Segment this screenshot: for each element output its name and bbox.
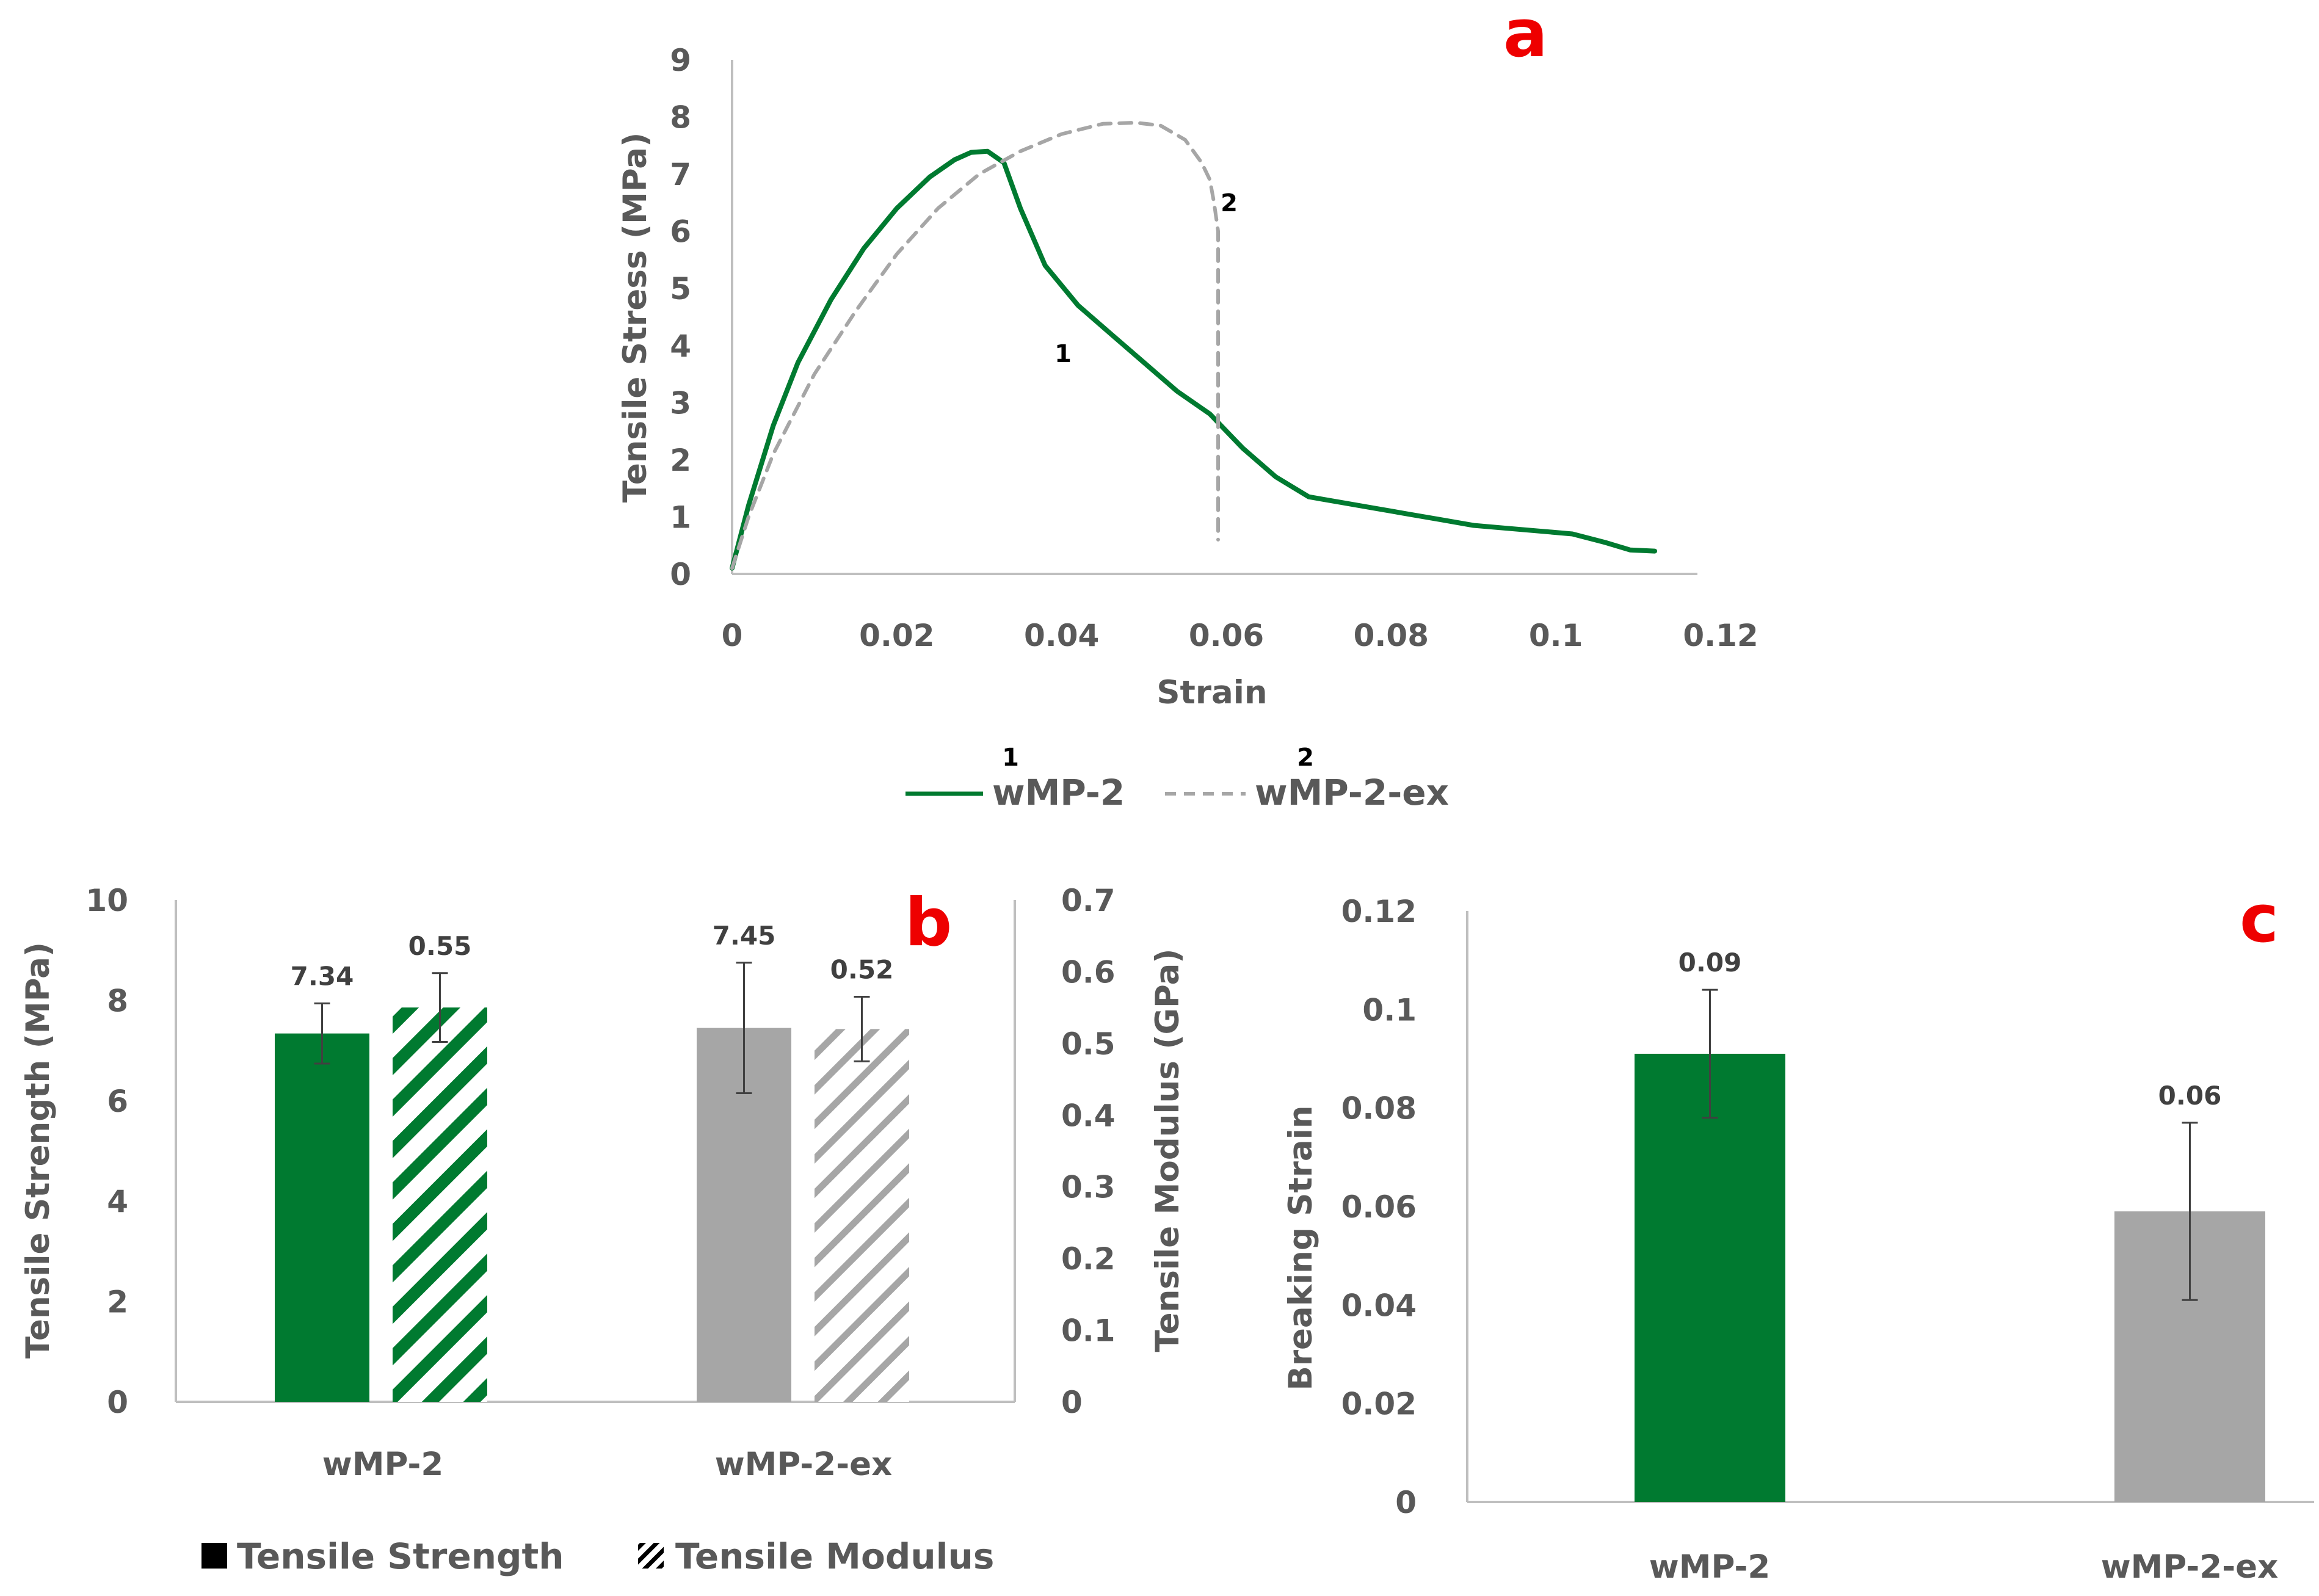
data-label: 0.06	[2158, 1081, 2222, 1111]
series-marker-2: 2	[1221, 189, 1238, 217]
x-tick-label: 0.08	[1354, 618, 1429, 653]
y-tick-label: 4	[670, 328, 691, 364]
panel-a-legend: 1 wMP-2 2 wMP-2-ex	[905, 744, 1449, 813]
y2-tick-label: 0.2	[1061, 1241, 1116, 1277]
panel-b-left-axis-title: Tensile Strength (MPa)	[20, 942, 57, 1358]
panel-c-y-tick-labels: 0 0.02 0.04 0.06 0.08 0.1 0.12	[1341, 894, 1417, 1520]
y-tick-label: 0	[1395, 1485, 1417, 1520]
panel-b-bars: 7.34 0.55 7.45 0.52	[275, 921, 909, 1402]
panel-b-right-axis-title: Tensile Modulus (GPa)	[1149, 949, 1186, 1352]
bar-tensile-strength-wmp-2	[275, 1033, 369, 1402]
panel-a: a 0 0.02 0.04 0.06 0.08 0.1 0.12 0 1 2 3 4 5 6 7 8 9 St…	[617, 0, 1758, 813]
panel-c-category-wmp2: wMP-2	[1649, 1548, 1771, 1586]
panel-a-y-tick-labels: 0 1 2 3 4 5 6 7 8 9	[670, 43, 691, 592]
y2-tick-label: 0.1	[1061, 1313, 1116, 1349]
x-tick-label: 0	[722, 618, 743, 653]
y-tick-label: 0.04	[1341, 1288, 1417, 1323]
data-label: 0.52	[830, 955, 894, 985]
y2-tick-label: 0.7	[1061, 883, 1116, 918]
legend-marker-2: 2	[1297, 744, 1314, 772]
y-tick-label: 0.1	[1362, 992, 1417, 1028]
panel-letter-b: b	[905, 885, 952, 961]
panel-b: b 0 2 4 6 8 10 0 0.1 0.2 0.3 0.4 0.5 0.6 0.7 Tensile…	[20, 883, 1186, 1577]
y2-tick-label: 0.4	[1061, 1098, 1116, 1133]
series-line-wmp2	[730, 148, 1658, 571]
panel-c: c 0 0.02 0.04 0.06 0.08 0.1 0.12 Breaking Stra…	[1282, 881, 2314, 1586]
panel-a-y-axis-title: Tensile Stress (MPa)	[617, 132, 654, 503]
panel-a-series	[730, 120, 1658, 571]
y2-tick-label: 0.6	[1061, 954, 1116, 990]
y-tick-label: 8	[107, 983, 128, 1018]
y-tick-label: 5	[670, 271, 691, 307]
y2-tick-label: 0.5	[1061, 1026, 1116, 1062]
data-label: 7.34	[291, 961, 354, 991]
y-tick-label: 2	[107, 1285, 128, 1320]
series-line-wmp2-ex	[730, 120, 1220, 570]
panel-c-y-axis-title: Breaking Strain	[1282, 1105, 1319, 1390]
panel-a-x-axis-title: Strain	[1156, 674, 1267, 711]
panel-a-x-tick-labels: 0 0.02 0.04 0.06 0.08 0.1 0.12	[722, 618, 1758, 653]
panel-b-right-tick-labels: 0 0.1 0.2 0.3 0.4 0.5 0.6 0.7	[1061, 883, 1116, 1420]
legend-label-wmp2-ex: wMP-2-ex	[1255, 772, 1449, 813]
y2-tick-label: 0	[1061, 1385, 1083, 1420]
y-tick-label: 3	[670, 385, 691, 421]
legend-swatch-tensile-strength	[201, 1543, 227, 1569]
y-tick-label: 6	[670, 214, 691, 250]
x-tick-label: 0.06	[1189, 618, 1264, 653]
panel-letter-c: c	[2240, 881, 2279, 957]
y-tick-label: 0	[670, 557, 691, 592]
x-tick-label: 0.02	[859, 618, 934, 653]
y-tick-label: 8	[670, 100, 691, 136]
bar-tensile-modulus-wmp-2	[393, 1007, 487, 1402]
legend-label-tensile-modulus: Tensile Modulus	[675, 1536, 994, 1577]
y-tick-label: 1	[670, 499, 691, 535]
panel-b-category-wmp2-ex: wMP-2-ex	[715, 1446, 893, 1483]
y-tick-label: 0.08	[1341, 1091, 1417, 1126]
data-label: 0.09	[1678, 948, 1742, 978]
legend-marker-1: 1	[1002, 744, 1019, 772]
y2-tick-label: 0.3	[1061, 1170, 1116, 1205]
panel-b-left-tick-labels: 0 2 4 6 8 10	[85, 883, 128, 1420]
y-tick-label: 2	[670, 443, 691, 478]
y-tick-label: 7	[670, 157, 691, 192]
y-tick-label: 0.06	[1341, 1189, 1417, 1225]
y-tick-label: 0	[107, 1385, 128, 1420]
panel-b-category-wmp2: wMP-2	[322, 1446, 444, 1483]
y-tick-label: 4	[107, 1184, 128, 1219]
panel-b-legend: Tensile Strength Tensile Modulus	[201, 1536, 994, 1577]
panel-letter-a: a	[1503, 0, 1548, 72]
y-tick-label: 6	[107, 1084, 128, 1119]
legend-swatch-tensile-modulus	[638, 1543, 664, 1569]
x-tick-label: 0.1	[1529, 618, 1583, 653]
data-label: 0.55	[408, 931, 472, 961]
series-marker-1: 1	[1054, 340, 1072, 368]
bar-tensile-modulus-wmp-2-ex	[815, 1029, 909, 1402]
x-tick-label: 0.12	[1683, 618, 1758, 653]
panel-c-bars: 0.09 0.06	[1635, 948, 2265, 1502]
y-tick-label: 0.12	[1341, 894, 1417, 929]
panel-c-category-wmp2-ex: wMP-2-ex	[2101, 1548, 2279, 1586]
data-label: 7.45	[713, 921, 776, 951]
y-tick-label: 10	[85, 883, 128, 918]
y-tick-label: 0.02	[1341, 1387, 1417, 1422]
y-tick-label: 9	[670, 43, 691, 78]
legend-label-wmp2: wMP-2	[992, 772, 1125, 813]
legend-label-tensile-strength: Tensile Strength	[237, 1536, 564, 1577]
x-tick-label: 0.04	[1024, 618, 1099, 653]
bar-breaking-strain-wmp-2	[1635, 1053, 1785, 1502]
